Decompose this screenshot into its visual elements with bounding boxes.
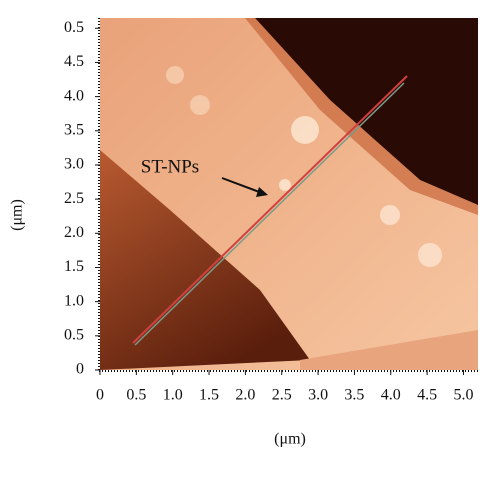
y-tick-label: 0.5	[64, 326, 84, 343]
x-tick-label: 1.5	[199, 387, 219, 404]
x-tick-label: 0.5	[126, 387, 146, 404]
x-tick-label: 3.0	[308, 387, 328, 404]
x-axis-label: (μm)	[274, 431, 306, 448]
x-tick-label: 3.5	[344, 387, 364, 404]
x-tick-label: 0	[96, 387, 104, 404]
y-tick-label: 2.0	[64, 224, 84, 241]
y-tick-label: 4.5	[64, 53, 84, 70]
y-tick-label: 3.5	[64, 121, 84, 138]
y-axis-label: (μm)	[9, 199, 26, 231]
x-tick-label: 2.0	[235, 387, 255, 404]
y-tick-label: 4.0	[64, 87, 84, 104]
x-tick-label: 1.0	[163, 387, 183, 404]
y-tick-label: 3.0	[64, 156, 84, 173]
y-tick-label: 0	[76, 361, 84, 378]
arrow-head	[256, 187, 268, 197]
afm-image	[100, 18, 478, 370]
y-tick-label: 2.5	[64, 190, 84, 207]
y-tick-label: 0.5	[64, 19, 84, 36]
x-tick-label: 5.0	[453, 387, 473, 404]
x-tick-label: 2.5	[272, 387, 292, 404]
annotation: ST-NPs	[141, 156, 199, 177]
y-tick-label: 1.0	[64, 292, 84, 309]
x-tick-label: 4.5	[417, 387, 437, 404]
y-tick-label: 1.5	[64, 258, 84, 275]
x-tick-label: 4.0	[381, 387, 401, 404]
arrow	[221, 177, 263, 194]
